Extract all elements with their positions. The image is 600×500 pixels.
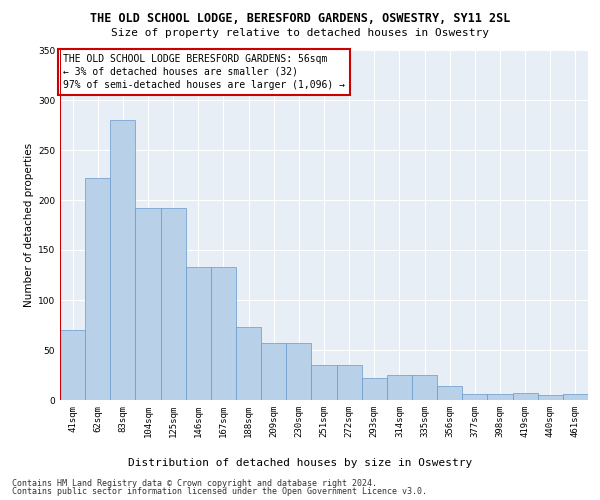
Bar: [161, 208, 186, 400]
Bar: [387, 375, 412, 400]
Bar: [462, 394, 487, 400]
Bar: [412, 375, 437, 400]
Text: Contains public sector information licensed under the Open Government Licence v3: Contains public sector information licen…: [12, 487, 427, 496]
Bar: [487, 394, 512, 400]
Bar: [362, 378, 387, 400]
Text: Contains HM Land Registry data © Crown copyright and database right 2024.: Contains HM Land Registry data © Crown c…: [12, 478, 377, 488]
Bar: [60, 330, 85, 400]
Text: THE OLD SCHOOL LODGE, BERESFORD GARDENS, OSWESTRY, SY11 2SL: THE OLD SCHOOL LODGE, BERESFORD GARDENS,…: [90, 12, 510, 26]
Bar: [110, 120, 136, 400]
Bar: [563, 394, 588, 400]
Bar: [337, 365, 362, 400]
Bar: [136, 208, 161, 400]
Bar: [512, 393, 538, 400]
Text: Distribution of detached houses by size in Oswestry: Distribution of detached houses by size …: [128, 458, 472, 468]
Bar: [538, 395, 563, 400]
Bar: [85, 178, 110, 400]
Bar: [286, 343, 311, 400]
Bar: [437, 386, 462, 400]
Bar: [236, 327, 261, 400]
Bar: [311, 365, 337, 400]
Text: THE OLD SCHOOL LODGE BERESFORD GARDENS: 56sqm
← 3% of detached houses are smalle: THE OLD SCHOOL LODGE BERESFORD GARDENS: …: [62, 54, 344, 90]
Bar: [186, 267, 211, 400]
Bar: [211, 267, 236, 400]
Y-axis label: Number of detached properties: Number of detached properties: [24, 143, 34, 307]
Text: Size of property relative to detached houses in Oswestry: Size of property relative to detached ho…: [111, 28, 489, 38]
Bar: [261, 343, 286, 400]
